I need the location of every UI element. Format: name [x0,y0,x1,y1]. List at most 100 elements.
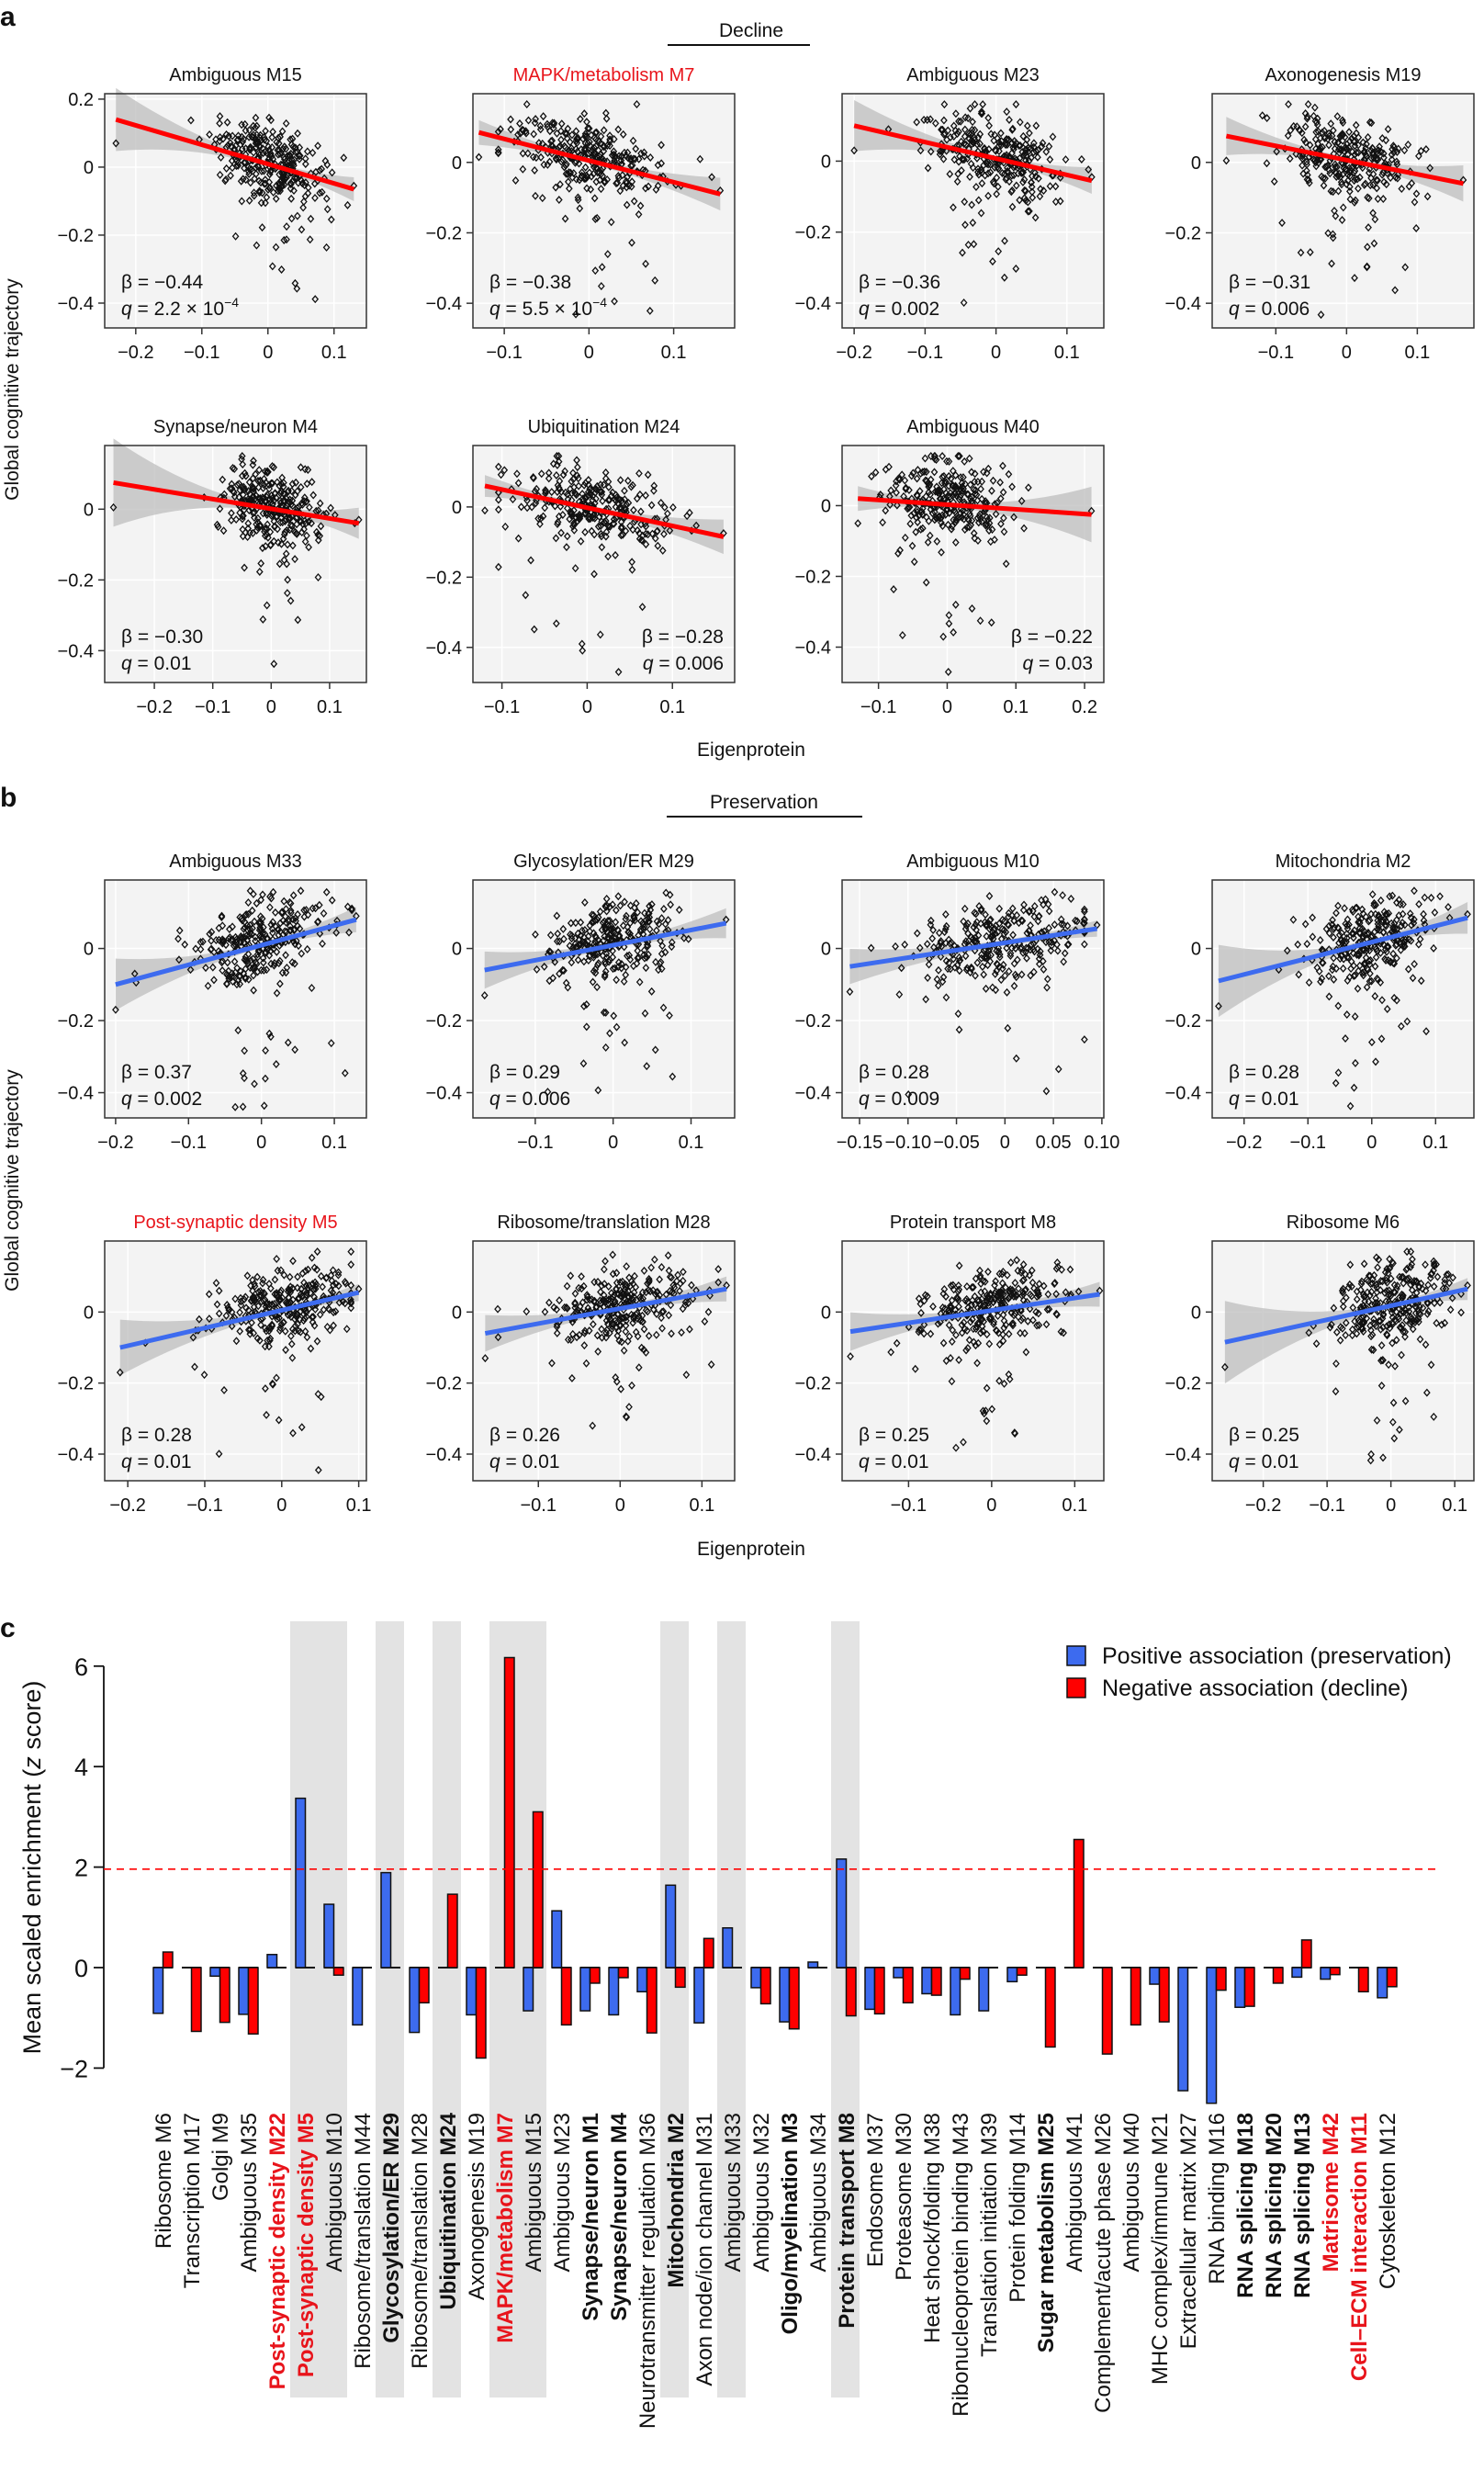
scatter-point [659,904,668,913]
scatter-point [995,141,1003,151]
scatter-point [645,182,652,191]
scatter-point [306,502,313,512]
scatter-point [635,940,643,949]
scatter-point [560,141,568,151]
scatter-point [953,177,961,186]
scatter-point [944,667,952,676]
q-stat: q = 0.01 [859,1451,929,1472]
scatter-point [280,235,288,244]
scatter-point [940,485,948,494]
scatter-point [321,156,330,165]
y-tick-label: 0 [1191,1303,1201,1323]
scatter-point [1316,133,1324,142]
scatter-point [940,116,948,125]
q-symbol: q [121,1089,132,1110]
scatter-point [568,477,576,486]
scatter-point [604,495,613,504]
scatter-point [618,152,625,161]
scatter-point [253,953,262,962]
scatter-point [1019,177,1027,186]
scatter-point [564,177,572,186]
scatter-point [940,100,949,109]
scatter-point [239,1102,247,1111]
scatter-point [238,120,245,130]
scatter-point [494,148,502,157]
scatter-point [1342,144,1350,153]
scatter-point [287,135,295,144]
scatter-point [523,503,531,513]
scatter-point [255,926,264,935]
scatter-point [263,601,271,610]
scatter-point [293,147,301,156]
scatter-point [560,966,568,976]
scatter-point [291,959,298,968]
scatter-point [1263,159,1271,168]
scatter-point [566,942,574,951]
scatter-point [214,523,222,532]
x-tick-label: −0.1 [171,1133,207,1153]
x-tick-label: 0 [582,697,592,717]
scatter-point [1007,171,1016,180]
scatter-point [1384,125,1392,134]
scatter-point [610,147,618,156]
scatter-point [309,148,317,157]
scatter-point [322,887,331,897]
q-value: = 0.03 [1033,653,1093,674]
scatter-point [1000,513,1007,523]
scatter-point [617,531,625,540]
scatter-point [571,564,579,573]
scatter-point [961,132,969,141]
scatter-point [572,157,580,166]
scatter-point [192,944,199,953]
scatter-point [258,223,266,232]
scatter-point [598,487,606,496]
scatter-point [657,498,665,507]
panel-title: Synapse/neuron M4 [153,417,318,437]
scatter-point [1324,229,1332,238]
scatter-point [1006,115,1013,124]
scatter-point [522,127,530,136]
beta-stat: β = −0.22 [1011,626,1093,648]
scatter-point [1049,132,1057,141]
scatter-point [916,525,925,534]
q-stat: q = 5.5 × 10−4 [489,295,607,320]
scatter-point [252,936,259,945]
scatter-point [572,127,580,136]
scatter-point [255,188,264,197]
x-tick-label: 0 [266,697,276,717]
scatter-point [311,295,320,304]
scatter-point [236,486,244,495]
scatter-point [624,153,633,163]
scatter-point [284,575,292,584]
scatter-point [248,906,256,915]
scatter-point [1292,150,1300,159]
scatter-point [556,180,564,189]
scatter-point [993,189,1001,198]
scatter-point [587,490,595,499]
scatter-point [264,944,273,953]
scatter-point [986,537,995,547]
scatter-point [296,924,304,933]
q-stat: q = 0.01 [121,653,192,674]
scatter-point [931,118,939,128]
q-symbol: q [121,653,132,674]
scatter-point [243,533,252,542]
q-value: = 0.006 [1240,299,1310,320]
scatter-point [1020,164,1028,174]
scatter-point [519,164,527,174]
scatter-point [258,166,265,175]
scatter-point [246,143,253,152]
q-symbol: q [643,653,654,674]
scatter-point [206,130,213,139]
q-stat: q = 0.01 [1229,1451,1299,1472]
scatter-point [218,912,226,921]
scatter-point [587,148,595,157]
scatter-point [1298,129,1306,138]
scatter-point [892,481,900,491]
scatter-point [234,158,242,167]
scatter-point [1334,186,1343,196]
scatter-point [282,905,290,914]
scatter-point [1029,148,1038,157]
